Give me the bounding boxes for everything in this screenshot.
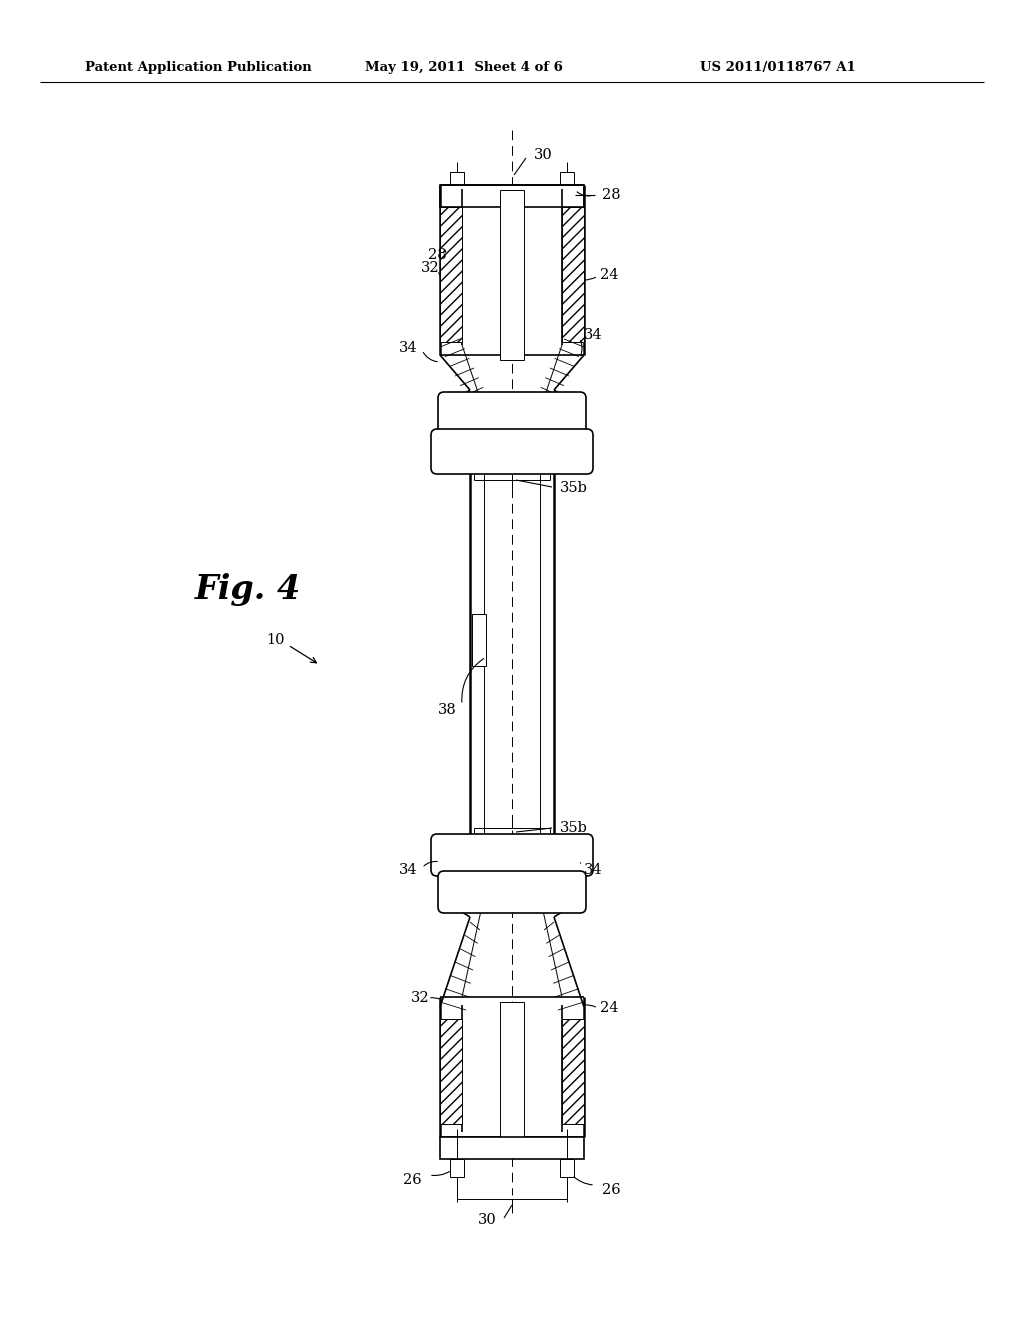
Text: May 19, 2011  Sheet 4 of 6: May 19, 2011 Sheet 4 of 6 [365,62,563,74]
FancyBboxPatch shape [431,429,593,474]
Bar [560,1159,574,1177]
Bar [500,190,524,360]
Text: Fig. 4: Fig. 4 [195,573,301,606]
FancyBboxPatch shape [438,392,586,434]
Text: 28: 28 [602,187,621,202]
Text: 38: 38 [438,704,457,717]
Bar [450,1159,464,1177]
Text: 26: 26 [602,1183,621,1197]
Bar [500,1002,524,1142]
Text: 34: 34 [398,341,417,355]
Bar [440,207,462,342]
Text: US 2011/0118767 A1: US 2011/0118767 A1 [700,62,856,74]
Text: 24: 24 [600,268,618,282]
Text: 24: 24 [600,1001,618,1015]
Text: 28: 28 [428,248,447,261]
Bar [560,172,574,190]
Bar [450,172,464,190]
Text: 35b: 35b [560,821,588,836]
Text: 32: 32 [421,261,440,275]
Text: 10: 10 [266,634,285,647]
Text: 30: 30 [478,1213,497,1228]
Text: 34: 34 [584,863,603,876]
Bar [440,1019,462,1125]
FancyBboxPatch shape [431,834,593,876]
Text: 35b: 35b [560,480,588,495]
Text: Patent Application Publication: Patent Application Publication [85,62,311,74]
FancyBboxPatch shape [438,871,586,913]
Text: 30: 30 [534,148,553,162]
Text: 32: 32 [412,991,430,1005]
Bar [562,1019,584,1125]
Text: 34: 34 [584,327,603,342]
Bar [440,1137,584,1159]
Bar [562,207,584,342]
Bar [472,614,486,667]
Text: 34: 34 [398,863,417,876]
Bar [440,185,584,207]
Text: 26: 26 [403,1173,422,1187]
